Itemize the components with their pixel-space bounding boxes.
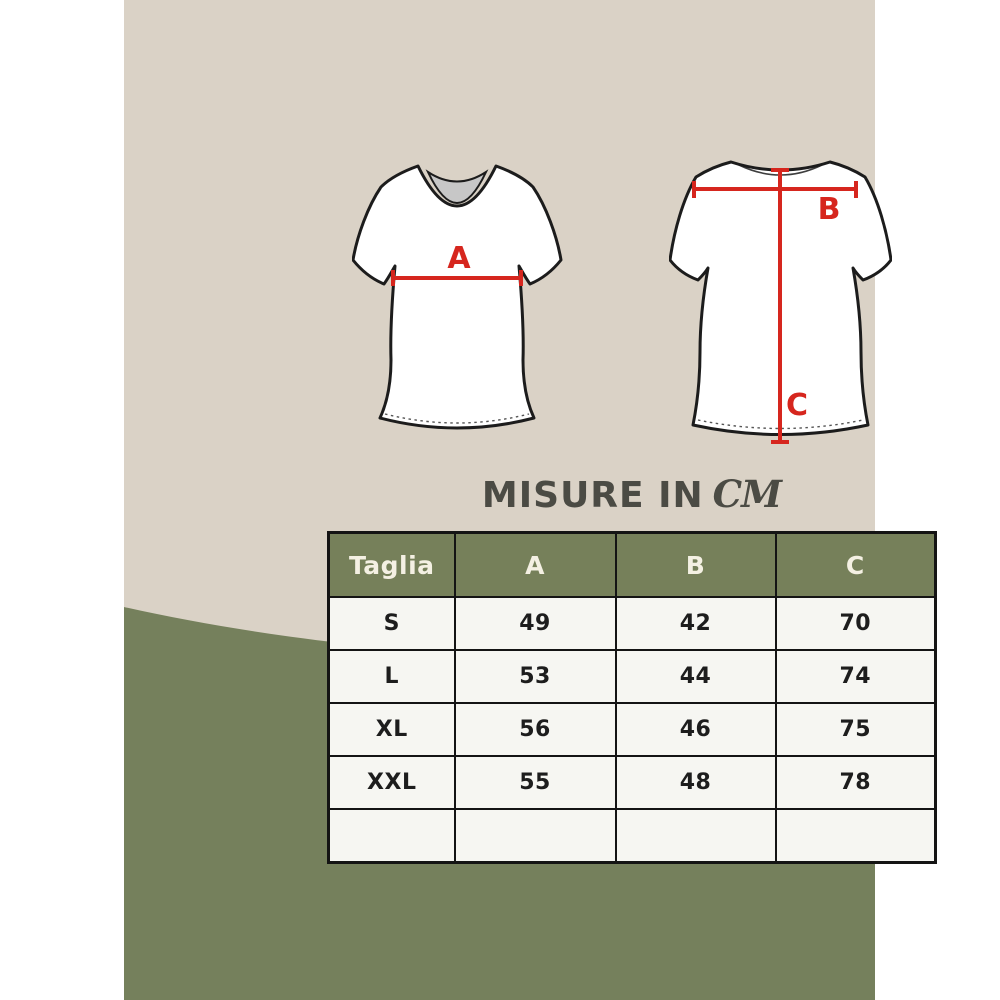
size-cell [327, 808, 456, 864]
size-table-header-row: Taglia A B C [327, 531, 937, 598]
tshirt-front-outline-icon [352, 164, 563, 430]
size-cell: XL [327, 702, 456, 757]
column-header-c: C [774, 531, 937, 598]
value-cell: 42 [614, 596, 777, 651]
size-cell: XXL [327, 755, 456, 810]
value-cell: 56 [453, 702, 617, 757]
tshirt-back-diagram: B C [669, 160, 892, 444]
front-neckline-icon [425, 169, 489, 204]
table-row-s: S 49 42 70 [327, 596, 937, 651]
measure-label-b: B [818, 192, 841, 227]
tshirt-front-diagram: A [352, 164, 563, 430]
size-cell: S [327, 596, 456, 651]
title-unit: CM [712, 472, 782, 516]
measure-label-c: C [786, 388, 808, 423]
value-cell: 53 [453, 649, 617, 704]
value-cell [453, 808, 617, 864]
value-cell: 46 [614, 702, 777, 757]
size-cell: L [327, 649, 456, 704]
value-cell: 49 [453, 596, 617, 651]
title-text: MISURE IN [481, 475, 704, 516]
value-cell: 48 [614, 755, 777, 810]
front-hem-stitching [384, 413, 530, 424]
value-cell: 74 [774, 649, 937, 704]
content-area: A B C MISURE IN CM Tagli [124, 0, 937, 1000]
value-cell: 44 [614, 649, 777, 704]
table-row-xl: XL 56 46 75 [327, 702, 937, 757]
page-title: MISURE IN CM [328, 472, 935, 516]
back-hem-stitching [697, 419, 864, 430]
column-header-b: B [614, 531, 777, 598]
value-cell [774, 808, 937, 864]
table-row-empty [327, 808, 937, 864]
value-cell: 70 [774, 596, 937, 651]
column-header-taglia: Taglia [327, 531, 456, 598]
value-cell: 78 [774, 755, 937, 810]
value-cell: 55 [453, 755, 617, 810]
column-header-a: A [453, 531, 617, 598]
size-table: Taglia A B C S 49 42 70 L 53 44 74 [327, 531, 937, 864]
table-row-l: L 53 44 74 [327, 649, 937, 704]
value-cell: 75 [774, 702, 937, 757]
measure-label-a: A [447, 241, 471, 276]
table-row-xxl: XXL 55 48 78 [327, 755, 937, 810]
value-cell [614, 808, 777, 864]
